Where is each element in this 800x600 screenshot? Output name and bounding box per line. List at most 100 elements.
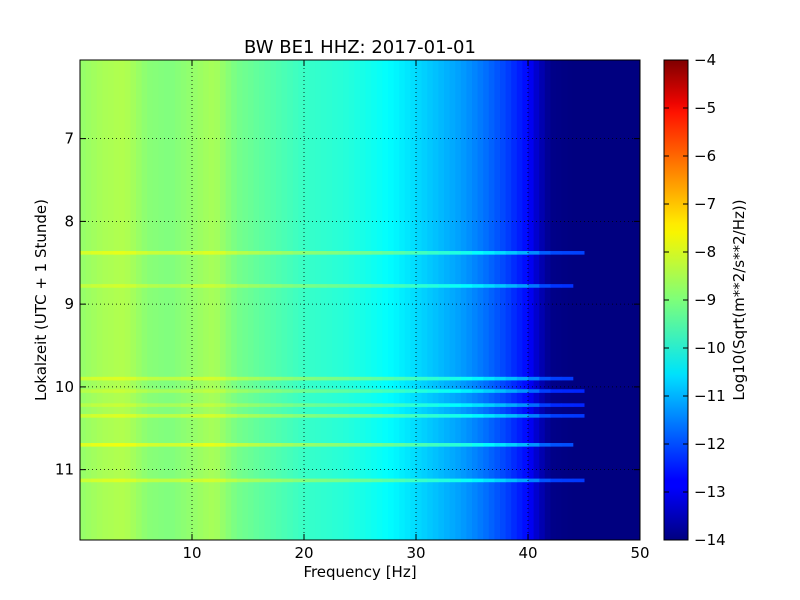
noise-band bbox=[102, 403, 115, 407]
noise-band bbox=[572, 414, 585, 418]
noise-band bbox=[136, 414, 148, 418]
x-tick-label: 50 bbox=[630, 544, 649, 562]
spectrogram-column bbox=[494, 60, 501, 540]
noise-band bbox=[348, 251, 361, 255]
noise-band bbox=[449, 251, 462, 255]
spectrogram-column bbox=[326, 60, 333, 540]
noise-band bbox=[292, 251, 305, 255]
spectrogram-column bbox=[164, 60, 171, 540]
noise-band bbox=[483, 403, 495, 407]
noise-band bbox=[192, 389, 204, 393]
noise-band bbox=[158, 443, 171, 447]
noise-band bbox=[561, 376, 574, 381]
spectrogram-column bbox=[220, 60, 227, 540]
noise-band bbox=[236, 478, 249, 483]
spectrogram-column bbox=[572, 60, 579, 540]
noise-band bbox=[270, 443, 283, 447]
noise-band bbox=[91, 403, 103, 407]
noise-band bbox=[113, 389, 126, 393]
noise-band bbox=[371, 478, 383, 483]
spectrogram-column bbox=[533, 60, 540, 540]
colorbar-tick-label: −7 bbox=[694, 195, 716, 213]
noise-band bbox=[382, 443, 395, 447]
noise-band bbox=[304, 414, 316, 418]
noise-band bbox=[337, 389, 350, 393]
spectrogram-column bbox=[511, 60, 518, 540]
noise-band bbox=[281, 443, 294, 447]
noise-band bbox=[203, 403, 215, 407]
noise-band bbox=[259, 251, 271, 255]
noise-band bbox=[326, 389, 339, 393]
y-tick-label: 8 bbox=[64, 212, 74, 230]
noise-band bbox=[304, 478, 316, 483]
noise-band bbox=[572, 251, 585, 255]
noise-band bbox=[438, 403, 451, 407]
noise-band bbox=[124, 284, 137, 288]
noise-band bbox=[80, 403, 92, 407]
noise-band bbox=[147, 376, 159, 381]
noise-band bbox=[561, 414, 574, 418]
noise-band bbox=[248, 414, 260, 418]
noise-band bbox=[472, 478, 484, 483]
noise-band bbox=[371, 403, 383, 407]
noise-band bbox=[382, 376, 395, 381]
noise-band bbox=[214, 284, 227, 288]
noise-band bbox=[516, 414, 529, 418]
noise-band bbox=[80, 414, 92, 418]
noise-band bbox=[124, 414, 137, 418]
colorbar-label: Log10(Sqrt(m**2/s**2/Hz)) bbox=[730, 199, 748, 400]
noise-band bbox=[169, 376, 182, 381]
noise-band bbox=[304, 403, 316, 407]
noise-band bbox=[337, 403, 350, 407]
noise-band bbox=[214, 443, 227, 447]
noise-band bbox=[449, 376, 462, 381]
colorbar-tick-label: −14 bbox=[694, 531, 726, 549]
spectrogram-column bbox=[304, 60, 311, 540]
spectrogram-column bbox=[141, 60, 148, 540]
noise-band bbox=[292, 284, 305, 288]
spectrogram-column bbox=[208, 60, 215, 540]
noise-band bbox=[192, 478, 204, 483]
noise-band bbox=[136, 403, 148, 407]
noise-band bbox=[449, 443, 462, 447]
noise-band bbox=[360, 403, 372, 407]
noise-band bbox=[113, 478, 126, 483]
noise-band bbox=[113, 414, 126, 418]
spectrogram-column bbox=[567, 60, 574, 540]
colorbar-ticks: −4 −5 −6 −7 −8 −9 −10 −11 −12 −13 −14 bbox=[664, 51, 726, 549]
noise-band bbox=[550, 389, 563, 393]
noise-band bbox=[136, 443, 148, 447]
spectrogram-column bbox=[102, 60, 109, 540]
noise-band bbox=[80, 443, 92, 447]
noise-band bbox=[393, 376, 406, 381]
spectrogram-column bbox=[410, 60, 417, 540]
noise-band bbox=[124, 403, 137, 407]
noise-band bbox=[203, 414, 215, 418]
noise-band bbox=[483, 251, 495, 255]
noise-band bbox=[248, 251, 260, 255]
spectrogram-column bbox=[192, 60, 199, 540]
noise-band bbox=[214, 478, 227, 483]
spectrogram-column bbox=[332, 60, 339, 540]
noise-band bbox=[483, 443, 495, 447]
noise-band bbox=[203, 389, 215, 393]
spectrogram-column bbox=[108, 60, 115, 540]
noise-band bbox=[169, 284, 182, 288]
noise-band bbox=[192, 284, 204, 288]
noise-band bbox=[494, 284, 507, 288]
noise-band bbox=[304, 376, 316, 381]
noise-band bbox=[348, 389, 361, 393]
noise-band bbox=[281, 478, 294, 483]
noise-band bbox=[91, 389, 103, 393]
noise-band bbox=[360, 284, 372, 288]
noise-band bbox=[236, 414, 249, 418]
noise-band bbox=[147, 478, 159, 483]
noise-band bbox=[180, 389, 193, 393]
noise-band bbox=[505, 403, 518, 407]
noise-band bbox=[80, 376, 92, 381]
noise-band bbox=[539, 251, 551, 255]
spectrogram-column bbox=[292, 60, 299, 540]
noise-band bbox=[427, 478, 439, 483]
spectrogram-column bbox=[158, 60, 165, 540]
